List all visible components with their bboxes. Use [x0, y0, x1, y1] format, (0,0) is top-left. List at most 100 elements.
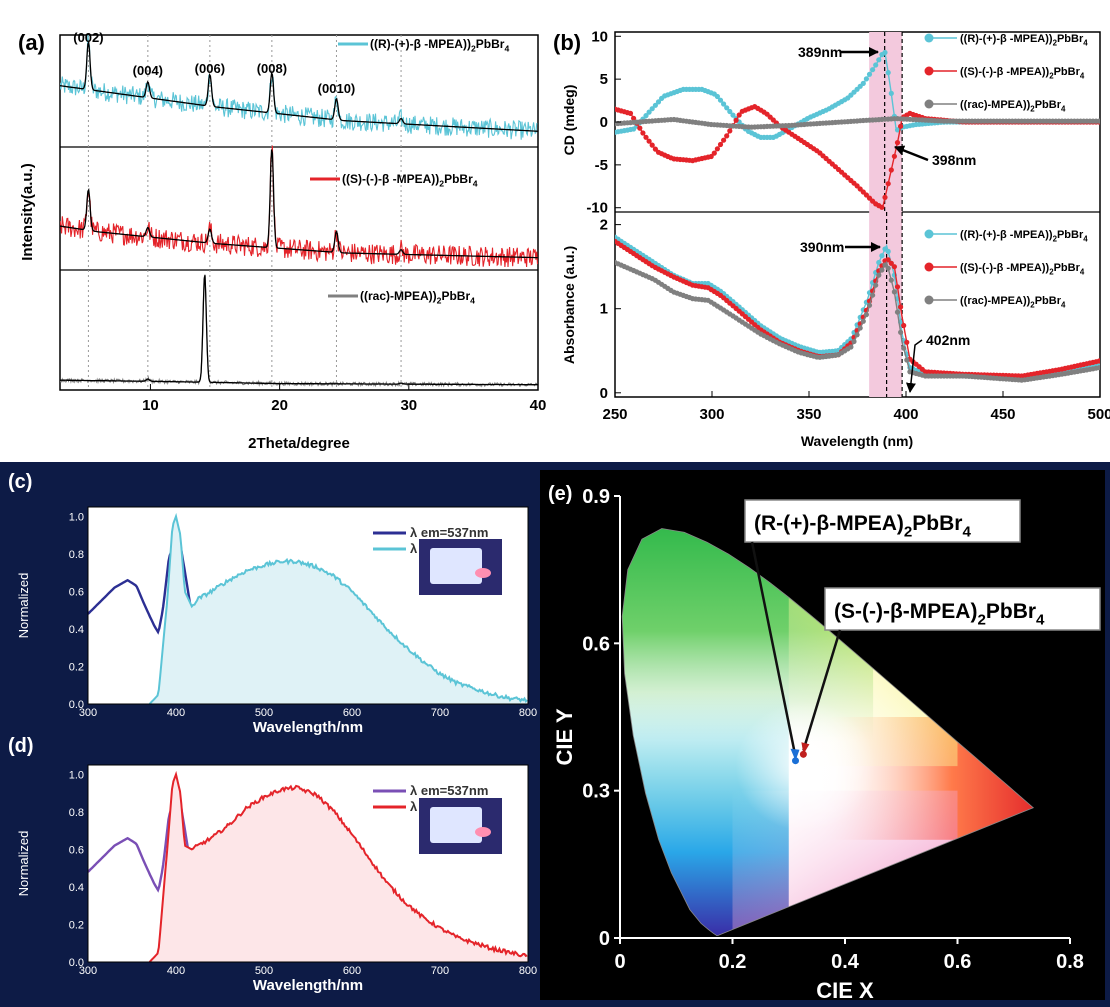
series-1-raw [60, 145, 538, 268]
x-tick-label: 400 [167, 707, 185, 719]
highlight-band [869, 32, 903, 397]
annotation-389nm: 389nm [798, 44, 842, 60]
series-1-line [148, 770, 528, 962]
peak-label: (006) [195, 61, 225, 76]
x-tick-label: 500 [255, 707, 273, 719]
series-1-point [1096, 358, 1100, 364]
x-tick-label: 20 [271, 397, 288, 414]
series-1-point [898, 304, 904, 310]
legend-label: ((R)-(+)-β -MPEA))2PbBr4 [370, 37, 509, 54]
x-tick-label: 300 [699, 406, 724, 423]
x-tick-label: 700 [431, 707, 449, 719]
series-1-point [721, 137, 727, 143]
series-1-point [714, 146, 721, 152]
legend-marker [924, 99, 934, 109]
series-0-point [730, 112, 736, 118]
legend-label: ((rac)-MPEA))2PbBr4 [360, 289, 475, 306]
legend-marker [924, 229, 934, 239]
label-box-s [824, 587, 1101, 631]
series-2-point [882, 262, 888, 268]
series-1-point [631, 115, 637, 121]
series-0-point [643, 113, 649, 119]
inset-photo [417, 796, 504, 856]
series-1-fill [149, 516, 528, 704]
spectra [88, 512, 528, 704]
series-1-point [649, 142, 655, 148]
legend-label: λ em=537nm [410, 525, 488, 540]
series-0-line [615, 51, 1100, 139]
peak-label: (002) [73, 30, 103, 45]
peak-label: (0010) [318, 81, 356, 96]
legend-marker [924, 33, 934, 43]
x-axis-label: Wavelength/nm [253, 719, 363, 736]
abs-y-tick-label: 0 [600, 385, 608, 402]
panel-b-frame [614, 31, 1101, 398]
series-2-point [851, 338, 857, 345]
legend-marker [924, 66, 934, 76]
x-tick-label: 500 [1087, 406, 1110, 423]
panel-e: (e) 0 0.2 0.4 0.6 0.8 0 0.3 0.6 0.9 CIE X CIE Y (R-… [540, 470, 1105, 1003]
x-tick-label: 400 [893, 406, 918, 423]
y-tick-label: 0.0 [69, 957, 84, 969]
panel-a-series [60, 35, 538, 388]
series-0-point [721, 101, 727, 107]
abs-y-tick-label: 2 [600, 217, 608, 234]
peak-label: (004) [133, 63, 163, 78]
series-2-point [863, 312, 870, 318]
legend-label: ((R)-(+)-β -MPEA))2PbBr4 [960, 229, 1088, 243]
series-2-smoothed [60, 275, 538, 386]
label-r-coord: (0.312,0.361) [840, 555, 959, 577]
panel-a-legend: ((R)-(+)-β -MPEA))2PbBr4 ((S)-(-)-β -MPEA… [310, 37, 509, 306]
series-0-point [870, 67, 876, 73]
series-2-point [857, 325, 863, 331]
series-2-point [879, 267, 885, 273]
arrow-398nm [894, 145, 929, 162]
series-0-point [866, 71, 873, 77]
series-1-point [888, 167, 894, 173]
series-2-point [901, 345, 907, 351]
pointer-r [750, 541, 797, 757]
series-2-point [885, 265, 891, 271]
series-2-point [870, 292, 876, 298]
legend-label: ((S)-(-)-β -MPEA))2PbBr4 [342, 172, 478, 189]
series-0-point [863, 76, 870, 82]
series-0-point [714, 93, 721, 100]
series-1-point [643, 134, 649, 140]
y-tick-label: 0.6 [69, 586, 84, 598]
plot-frame [87, 764, 529, 963]
x-tick-label: 600 [343, 707, 361, 719]
series-0-line [615, 236, 1100, 379]
x-tick-label: 40 [530, 397, 547, 414]
series-1-point [879, 204, 885, 210]
annotation-398nm: 398nm [932, 152, 976, 168]
peak-label: (008) [257, 61, 287, 76]
plot-frame [87, 506, 529, 705]
series-1-point [894, 140, 901, 146]
panel-a-gridlines [87, 35, 402, 390]
panel-d-label: (d) [8, 735, 34, 757]
series-2-point [1096, 365, 1100, 371]
point-r [792, 757, 799, 765]
series-2-point [891, 289, 898, 295]
series-2-point [888, 277, 894, 283]
photo-film [430, 548, 482, 584]
series-0-point [655, 99, 662, 105]
panel-e-label: (e) [548, 483, 572, 505]
gamut-white-point [735, 701, 876, 832]
y-axis-label: CIE Y [552, 708, 577, 765]
cd-y-tick-label: 0 [600, 114, 608, 131]
series-1-point [885, 181, 891, 187]
series-1-point [891, 153, 898, 159]
series-0-point [649, 106, 655, 112]
x-tick-label: 800 [519, 707, 537, 719]
series-1-fill [149, 774, 528, 962]
y-tick-label: 0.2 [69, 661, 84, 673]
series-0-point [727, 108, 733, 115]
series-0-point [724, 105, 730, 111]
x-tick-label: 450 [990, 406, 1015, 423]
series-0-point [888, 90, 894, 96]
top-panel-background [0, 0, 1110, 462]
series-0-point [879, 253, 885, 259]
panel-a-x-label: 2Theta/degree [248, 435, 350, 452]
